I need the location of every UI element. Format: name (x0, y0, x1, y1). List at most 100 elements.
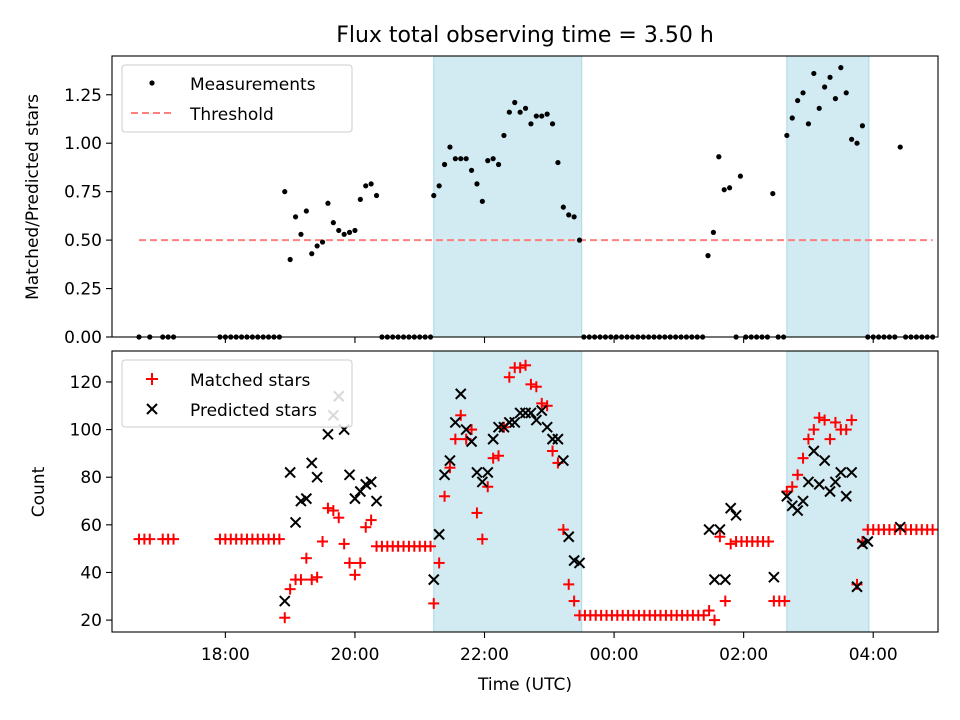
measurement-point (727, 185, 733, 191)
matched-star-point (797, 452, 809, 464)
y-tick-label: 1.00 (64, 134, 102, 154)
matched-star-point (493, 450, 505, 462)
y-tick-label: 0.00 (64, 328, 102, 348)
measurement-point (737, 173, 744, 179)
matched-star-point (802, 433, 814, 445)
predicted-star-point (840, 490, 852, 502)
matched-star-point (487, 452, 499, 464)
matched-star-point (714, 531, 726, 543)
matched-star-point (530, 381, 542, 393)
measurement-point (373, 192, 380, 199)
predicted-star-point (791, 504, 804, 517)
matched-star-point (354, 557, 366, 569)
matched-star-point (792, 469, 804, 481)
predicted-star-point (509, 416, 521, 429)
measurement-point (292, 214, 299, 220)
predicted-star-point (824, 485, 836, 498)
y-tick-label: 1.25 (64, 86, 102, 106)
matched-star-point (455, 409, 467, 421)
measurement-point (805, 121, 812, 127)
top-x-ticks (224, 337, 874, 343)
matched-star-point (471, 507, 483, 519)
measurement-point (784, 132, 790, 139)
measurement-point (800, 90, 806, 96)
y-tick-label: 120 (70, 373, 102, 393)
matched-star-point (322, 502, 334, 514)
measurement-point (832, 96, 839, 102)
matched-star-point (327, 505, 339, 517)
matched-star-point (779, 595, 791, 607)
measurement-point (710, 229, 717, 235)
predicted-star-point (813, 478, 825, 491)
y-tick-label: 20 (80, 611, 102, 631)
top-y-axis-label: Matched/Predicted stars (23, 94, 43, 300)
predicted-star-point (354, 485, 367, 498)
matched-star-point (360, 521, 372, 533)
observing-window-1 (433, 350, 583, 633)
measurement-point (560, 204, 566, 210)
predicted-star-point (433, 528, 445, 541)
measurement-point (859, 123, 866, 129)
measurement-point (303, 208, 309, 214)
measurement-point (463, 156, 469, 162)
matched-star-point (927, 524, 939, 536)
measurement-point (716, 154, 722, 160)
predicted-star-point (349, 492, 361, 505)
matched-star-point (338, 538, 350, 550)
matched-star-point (439, 490, 451, 502)
measurement-point (336, 227, 342, 234)
matched-star-point (482, 481, 494, 493)
measurement-point (452, 156, 458, 162)
y-tick-label: 40 (80, 563, 102, 583)
matched-star-point (333, 512, 345, 524)
bottom-panel: 20 40 60 80 100 120 18:00 20:00 22:00 00:00 02:00… (29, 350, 939, 695)
matched-star-point (824, 433, 836, 445)
measurement-point (441, 161, 448, 168)
measurement-point (811, 70, 817, 77)
x-axis-label: Time (UTC) (477, 675, 572, 695)
measurement-point (827, 74, 833, 80)
predicted-star-point (279, 595, 291, 607)
predicted-star-point (862, 535, 874, 548)
legend-measurements-marker (149, 80, 155, 86)
measurement-point (341, 231, 347, 237)
predicted-star-point (845, 466, 858, 479)
measurement-point (282, 189, 288, 195)
chart-title: Flux total observing time = 3.50 h (336, 23, 714, 48)
measurement-point (789, 115, 795, 121)
matched-star-point (514, 362, 526, 374)
matched-star-point (536, 397, 548, 409)
predicted-star-point (365, 476, 377, 488)
matched-star-point (365, 514, 377, 526)
x-tick-label: 22:00 (460, 645, 509, 665)
measurement-point (528, 121, 534, 127)
measurement-point (495, 161, 502, 168)
legend-predicted-marker (146, 403, 158, 415)
measurement-point (506, 109, 512, 115)
matched-star-point (541, 400, 553, 412)
predicted-star-point (471, 466, 483, 479)
measurement-point (533, 113, 539, 119)
predicted-star-point (894, 521, 906, 533)
y-tick-label: 100 (70, 421, 102, 441)
measurement-point (474, 181, 480, 187)
matched-star-point (725, 538, 737, 550)
measurement-point (705, 253, 711, 259)
matched-star-point (819, 414, 831, 426)
measurement-point (436, 183, 442, 189)
top-y-ticks: 0.00 0.25 0.50 0.75 1.00 1.25 (64, 86, 112, 348)
matched-star-point (476, 533, 488, 545)
predicted-star-point (300, 492, 313, 505)
matched-star-point (284, 583, 296, 595)
bottom-legend: Matched stars Predicted stars (121, 359, 353, 428)
predicted-star-point (476, 476, 489, 488)
predicted-star-point (781, 490, 793, 502)
matched-star-point (349, 569, 361, 581)
matched-star-point (719, 595, 731, 607)
predicted-star-point (343, 469, 356, 481)
measurement-point (319, 239, 326, 245)
measurement-point (485, 158, 491, 164)
measurement-point (501, 132, 507, 139)
matched-star-point (311, 571, 323, 583)
